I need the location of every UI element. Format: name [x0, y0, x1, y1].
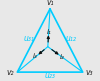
Text: v₂: v₂ [7, 68, 14, 77]
Text: v₃: v₃ [86, 68, 93, 77]
Text: v₁: v₁ [46, 0, 54, 7]
Text: i₁: i₁ [47, 29, 52, 35]
Text: u₂₃: u₂₃ [45, 71, 55, 80]
Text: i₂: i₂ [60, 54, 64, 60]
Text: i₃: i₃ [32, 53, 37, 59]
Text: u₁₂: u₁₂ [66, 34, 76, 43]
Text: u₃₁: u₃₁ [24, 34, 34, 43]
